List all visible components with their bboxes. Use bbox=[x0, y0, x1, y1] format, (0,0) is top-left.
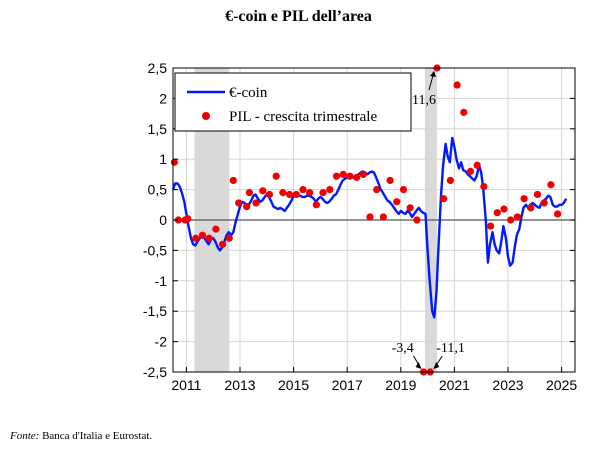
pil-point bbox=[406, 204, 414, 212]
x-tick-label: 2023 bbox=[492, 377, 523, 393]
chart-title: €-coin e PIL dell’area bbox=[225, 8, 372, 25]
y-tick-label: -1,5 bbox=[143, 303, 167, 319]
pil-point bbox=[184, 215, 192, 223]
y-tick-label: 1,5 bbox=[148, 121, 168, 137]
pil-point bbox=[243, 203, 251, 211]
x-tick-label: 2019 bbox=[385, 377, 416, 393]
pil-point bbox=[235, 199, 243, 207]
source-note: Fonte: Banca d'Italia e Eurostat. bbox=[10, 430, 152, 442]
pil-point bbox=[174, 216, 182, 224]
pil-point bbox=[346, 172, 354, 180]
pil-point bbox=[265, 190, 274, 199]
pil-point bbox=[319, 189, 327, 197]
annotation-label: -3,4 bbox=[392, 341, 414, 356]
pil-point bbox=[279, 189, 287, 197]
pil-point bbox=[229, 176, 237, 185]
pil-point bbox=[366, 213, 374, 221]
pil-point bbox=[547, 181, 555, 189]
y-tick-label: -1 bbox=[155, 273, 168, 289]
y-tick-label: -0,5 bbox=[143, 242, 167, 258]
pil-point bbox=[292, 190, 300, 199]
x-tick-label: 2015 bbox=[278, 377, 309, 393]
y-tick-label: 1 bbox=[159, 151, 167, 167]
legend-pil-label: PIL - crescita trimestrale bbox=[229, 109, 377, 125]
y-axis-ticks: 2,5 2 1,5 1 0,5 0 -0,5 -1 -1,5 -2 -2,5 bbox=[143, 60, 575, 380]
pil-point bbox=[359, 170, 367, 178]
pil-point bbox=[527, 204, 535, 212]
annotation-arrowhead bbox=[429, 71, 436, 77]
legend-pil-swatch bbox=[202, 112, 210, 120]
legend-ecoin-label: €-coin bbox=[229, 85, 268, 101]
pil-point bbox=[399, 186, 408, 194]
y-tick-label: -2 bbox=[155, 334, 168, 350]
annotation-label: 11,6 bbox=[412, 93, 436, 108]
ecoin-line bbox=[171, 136, 568, 319]
pil-point bbox=[312, 201, 320, 209]
pil-point bbox=[339, 170, 347, 178]
pil-point bbox=[306, 189, 314, 197]
pil-point bbox=[205, 234, 213, 242]
pil-point bbox=[285, 190, 294, 199]
pil-point bbox=[225, 234, 233, 242]
pil-point bbox=[352, 173, 361, 182]
pil-point bbox=[413, 216, 421, 224]
pil-point bbox=[473, 161, 481, 169]
pil-point bbox=[386, 176, 394, 185]
y-tick-label: 2 bbox=[159, 90, 167, 106]
pil-point bbox=[533, 190, 542, 199]
pil-point bbox=[332, 172, 341, 180]
legend-box bbox=[174, 72, 412, 132]
legend: €-coin PIL - crescita trimestrale bbox=[174, 72, 412, 132]
pil-point bbox=[480, 182, 488, 191]
pil-point bbox=[466, 167, 475, 175]
annotation-label: -11,1 bbox=[436, 341, 465, 356]
pil-point bbox=[326, 186, 334, 194]
pil-point bbox=[540, 199, 548, 207]
pil-point bbox=[245, 189, 253, 197]
pil-point bbox=[493, 209, 501, 217]
pil-point bbox=[507, 216, 515, 224]
source-label: Fonte: bbox=[10, 430, 40, 442]
x-tick-label: 2013 bbox=[224, 377, 255, 393]
pil-point bbox=[486, 222, 495, 230]
pil-point bbox=[299, 186, 307, 194]
y-tick-label: 0,5 bbox=[148, 182, 168, 198]
pil-point bbox=[192, 234, 200, 242]
x-tick-label: 2017 bbox=[332, 377, 363, 393]
pil-point bbox=[373, 186, 381, 194]
pil-point bbox=[198, 231, 207, 239]
pil-point bbox=[252, 199, 260, 207]
x-tick-label: 2021 bbox=[439, 377, 470, 393]
x-tick-label: 2025 bbox=[546, 377, 577, 393]
pil-point bbox=[379, 213, 387, 221]
pil-point bbox=[440, 195, 448, 203]
pil-point bbox=[453, 81, 461, 89]
pil-point bbox=[500, 205, 508, 213]
pil-point bbox=[170, 158, 178, 166]
pil-point bbox=[460, 108, 468, 116]
x-axis-ticks: 2011 2013 2015 2017 2019 2021 2023 2025 bbox=[171, 367, 577, 393]
pil-point bbox=[212, 225, 220, 233]
pil-point bbox=[520, 195, 528, 203]
y-tick-label: 0 bbox=[159, 212, 167, 228]
pil-point bbox=[393, 198, 401, 206]
x-tick-label: 2011 bbox=[171, 377, 201, 393]
annotations: 11,6 -3,4 -11,1 bbox=[392, 71, 465, 369]
annotation-arrowhead bbox=[415, 362, 422, 369]
annotation-arrowhead bbox=[433, 362, 440, 369]
source-text: Banca d'Italia e Eurostat. bbox=[42, 430, 153, 442]
pil-point bbox=[272, 172, 280, 180]
series bbox=[170, 64, 568, 376]
pil-point bbox=[218, 240, 227, 248]
pil-point bbox=[446, 176, 454, 185]
pil-point bbox=[553, 210, 562, 218]
y-tick-label: -2,5 bbox=[143, 364, 167, 380]
y-tick-label: 2,5 bbox=[148, 60, 168, 76]
pil-point bbox=[513, 213, 521, 221]
pil-point bbox=[259, 187, 267, 195]
